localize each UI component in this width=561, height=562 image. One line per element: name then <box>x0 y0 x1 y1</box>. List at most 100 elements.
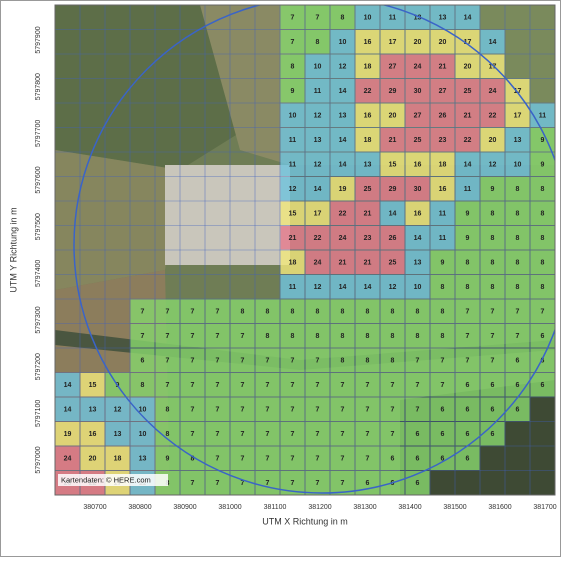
cell-value: 7 <box>341 456 345 463</box>
cell-value: 7 <box>166 382 170 389</box>
cell-value: 8 <box>341 333 345 340</box>
cell-value: 6 <box>466 382 470 389</box>
cell-value: 6 <box>141 358 145 365</box>
cell-value: 6 <box>516 358 520 365</box>
cell-value: 14 <box>489 39 497 46</box>
cell-value: 15 <box>389 162 397 169</box>
cell-value: 7 <box>216 309 220 316</box>
cell-value: 7 <box>316 382 320 389</box>
cell-value: 8 <box>266 333 270 340</box>
cell-value: 18 <box>364 137 372 144</box>
cell-value: 7 <box>241 358 245 365</box>
cell-value: 14 <box>314 186 322 193</box>
cell-value: 7 <box>241 382 245 389</box>
cell-value: 7 <box>541 309 545 316</box>
cell-value: 8 <box>241 309 245 316</box>
cell-value: 7 <box>391 431 395 438</box>
y-tick-label: 5797500 <box>35 213 42 240</box>
cell-value: 7 <box>516 333 520 340</box>
cell-value: 8 <box>491 235 495 242</box>
cell-value: 14 <box>464 162 472 169</box>
cell-value: 6 <box>416 456 420 463</box>
cell-value: 8 <box>441 309 445 316</box>
cell-value: 14 <box>414 235 422 242</box>
cell-value: 8 <box>516 186 520 193</box>
cell-value: 7 <box>216 358 220 365</box>
y-tick-label: 5797700 <box>35 120 42 147</box>
cell-value: 8 <box>441 333 445 340</box>
cell-value: 21 <box>364 260 372 267</box>
cell-value: 10 <box>514 162 522 169</box>
cell-value: 8 <box>341 358 345 365</box>
cell-value: 7 <box>241 333 245 340</box>
attribution: Kartendaten: © HERE.com <box>61 475 151 484</box>
y-axis-title: UTM Y Richtung in m <box>8 207 18 292</box>
cell-value: 7 <box>191 309 195 316</box>
cell-value: 8 <box>391 358 395 365</box>
cell-value: 24 <box>314 260 322 267</box>
cell-value: 8 <box>416 309 420 316</box>
cell-value: 8 <box>391 333 395 340</box>
cell-value: 7 <box>141 309 145 316</box>
cell-value: 8 <box>316 333 320 340</box>
cell-value: 6 <box>466 407 470 414</box>
cell-value: 6 <box>416 480 420 487</box>
cell-value: 29 <box>389 88 397 95</box>
cell-value: 6 <box>491 431 495 438</box>
cell-value: 7 <box>291 15 295 22</box>
cell-value: 21 <box>389 137 397 144</box>
cell-value: 27 <box>414 113 422 120</box>
cell-value: 7 <box>291 39 295 46</box>
cell-value: 13 <box>414 260 422 267</box>
cell-value: 14 <box>64 407 72 414</box>
cell-value: 12 <box>289 186 297 193</box>
cell-value: 14 <box>464 15 472 22</box>
cell-value: 20 <box>489 137 497 144</box>
cell-value: 8 <box>291 309 295 316</box>
cell-value: 21 <box>439 64 447 71</box>
cell-value: 16 <box>414 162 422 169</box>
cell-value: 20 <box>89 456 97 463</box>
cell-value: 8 <box>316 309 320 316</box>
cell-value: 11 <box>389 15 397 22</box>
cell-value: 7 <box>216 431 220 438</box>
cell-value: 8 <box>391 309 395 316</box>
cell-value: 8 <box>466 260 470 267</box>
cell-value: 7 <box>266 407 270 414</box>
cell-value: 20 <box>414 39 422 46</box>
cell-value: 7 <box>491 309 495 316</box>
cell-value: 7 <box>366 456 370 463</box>
cell-value: 7 <box>416 407 420 414</box>
x-tick-label: 381300 <box>353 504 376 511</box>
y-tick-label: 5797800 <box>35 73 42 100</box>
cell-value: 7 <box>366 431 370 438</box>
cell-value: 11 <box>289 162 297 169</box>
cell-value: 7 <box>316 407 320 414</box>
cell-value: 21 <box>289 235 297 242</box>
cell-value: 6 <box>366 480 370 487</box>
y-tick-label: 5797000 <box>35 446 42 473</box>
x-tick-label: 381400 <box>398 504 421 511</box>
cell-value: 7 <box>441 358 445 365</box>
cell-value: 13 <box>364 162 372 169</box>
cell-value: 6 <box>441 431 445 438</box>
cell-value: 7 <box>266 431 270 438</box>
cell-value: 7 <box>416 358 420 365</box>
cell-value: 7 <box>241 456 245 463</box>
cell-value: 10 <box>364 15 372 22</box>
cell-value: 21 <box>339 260 347 267</box>
cell-value: 7 <box>191 358 195 365</box>
cell-value: 14 <box>339 137 347 144</box>
cell-value: 6 <box>416 431 420 438</box>
cell-value: 27 <box>439 88 447 95</box>
cell-value: 25 <box>364 186 372 193</box>
cell-value: 22 <box>464 137 472 144</box>
x-axis-title: UTM X Richtung in m <box>262 516 348 526</box>
cell-value: 23 <box>439 137 447 144</box>
cell-value: 7 <box>316 480 320 487</box>
cell-value: 10 <box>314 64 322 71</box>
cell-value: 7 <box>341 382 345 389</box>
cell-value: 9 <box>491 186 495 193</box>
cell-value: 8 <box>541 211 545 218</box>
cell-value: 13 <box>439 15 447 22</box>
